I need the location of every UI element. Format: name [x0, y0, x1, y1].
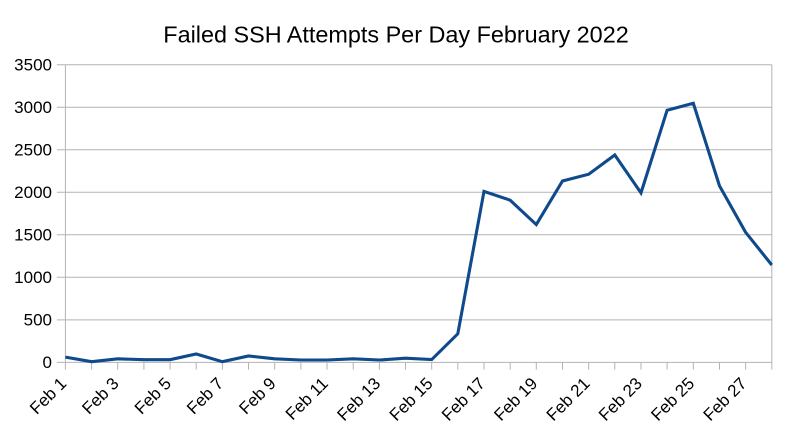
svg-text:3000: 3000 [14, 98, 52, 117]
svg-text:2500: 2500 [14, 141, 52, 160]
svg-text:1000: 1000 [14, 268, 52, 287]
svg-text:1500: 1500 [14, 226, 52, 245]
svg-text:2000: 2000 [14, 183, 52, 202]
svg-text:3500: 3500 [14, 56, 52, 75]
svg-text:Failed SSH Attempts Per Day Fe: Failed SSH Attempts Per Day February 202… [163, 22, 628, 48]
svg-text:0: 0 [43, 353, 52, 372]
svg-text:500: 500 [24, 311, 52, 330]
